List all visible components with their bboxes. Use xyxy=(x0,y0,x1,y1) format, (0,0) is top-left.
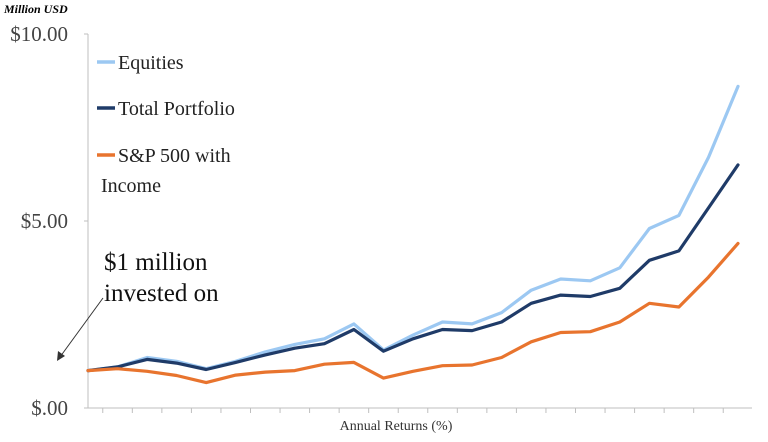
legend-label-total-portfolio: Total Portfolio xyxy=(118,98,235,120)
annotation-line-1: $1 million xyxy=(104,249,208,276)
unit-label: Million USD xyxy=(3,2,68,16)
series-line-total-portfolio xyxy=(86,163,740,373)
legend-label-equities: Equities xyxy=(118,52,184,74)
series-line-equities xyxy=(86,84,740,373)
legend-label-sp500-with-income: Income xyxy=(101,175,161,197)
annotation-line-2: invested on xyxy=(104,280,219,307)
x-axis-label: Annual Returns (%) xyxy=(340,419,453,434)
annotation-arrowhead xyxy=(57,351,65,361)
legend: Equities Total Portfolio S&P 500 with Incom… xyxy=(97,52,235,197)
annotation-arrow xyxy=(59,297,104,358)
legend-label-sp500-with-income: S&P 500 with xyxy=(118,145,231,167)
y-tick-label: $.00 xyxy=(31,396,68,420)
x-tick-marks xyxy=(102,408,724,413)
y-tick-label: $5.00 xyxy=(21,209,68,233)
series-lines xyxy=(86,84,740,385)
y-tick-label: $10.00 xyxy=(10,22,68,46)
y-tick-labels: $.00 $5.00 $10.00 xyxy=(10,22,88,420)
annotation: $1 million invested on xyxy=(57,249,219,361)
series-line-sp500-with-income xyxy=(86,241,740,385)
